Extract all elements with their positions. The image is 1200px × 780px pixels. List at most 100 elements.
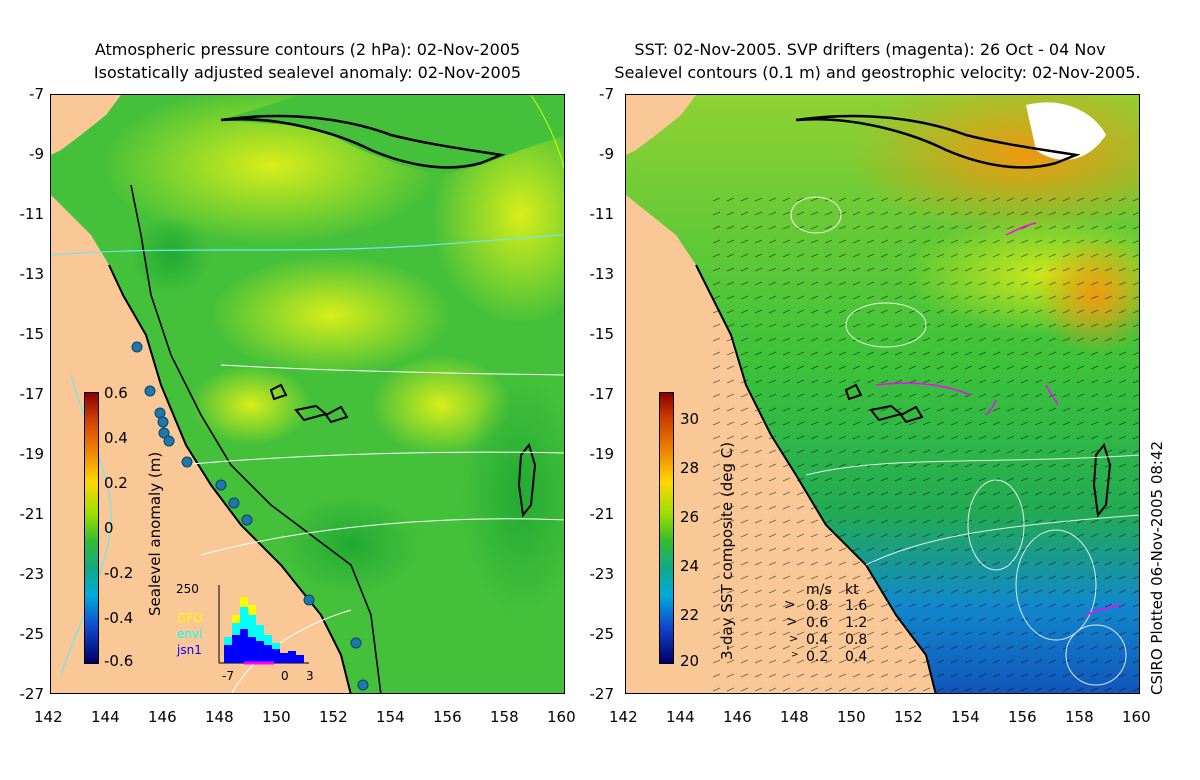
anomaly-high-central bbox=[211, 255, 451, 375]
inset-legend-envi: envi bbox=[177, 627, 203, 641]
pressure-contour-1 bbox=[530, 95, 564, 170]
inset-histogram bbox=[218, 585, 309, 665]
anomaly-low-west bbox=[131, 215, 211, 295]
velocity-key-ms: 0.6 bbox=[806, 615, 829, 631]
left-map bbox=[50, 94, 565, 694]
histogram-bars bbox=[224, 597, 304, 663]
cloud-mask bbox=[1026, 102, 1106, 160]
right-lon-tick: 148 bbox=[780, 708, 809, 726]
tide-gauge-stations bbox=[131, 341, 369, 691]
right-lon-tick: 158 bbox=[1065, 708, 1094, 726]
right-lon-tick: 152 bbox=[894, 708, 923, 726]
shelf-contour bbox=[130, 184, 382, 693]
right-lat-tick: -17 bbox=[589, 385, 615, 403]
velocity-key-kt: 0.4 bbox=[845, 649, 868, 665]
velocity-arrow-icon: > bbox=[791, 650, 799, 660]
queensland-coastline bbox=[108, 264, 352, 693]
geostrophic-velocity-field bbox=[706, 195, 1139, 693]
left-lon-tick: 150 bbox=[262, 708, 291, 726]
left-lon-tick: 160 bbox=[547, 708, 576, 726]
velocity-key-kt: 0.8 bbox=[845, 632, 868, 648]
left-lat-tick: -23 bbox=[19, 565, 45, 583]
left-lon-tick: 154 bbox=[376, 708, 405, 726]
velocity-key-header-kt: kt bbox=[845, 582, 859, 598]
left-lat-tick: -25 bbox=[19, 625, 45, 643]
anomaly-low-east bbox=[461, 375, 564, 615]
left-lon-tick: 156 bbox=[433, 708, 462, 726]
inset-legend-gfo: GFO bbox=[177, 611, 203, 625]
png-coastline bbox=[795, 114, 1081, 169]
right-lon-tick: 154 bbox=[951, 708, 980, 726]
left-lon-tick: 148 bbox=[205, 708, 234, 726]
sealevel-colorbar-tick: 0.2 bbox=[104, 474, 128, 492]
reef-southeast bbox=[1092, 442, 1112, 518]
velocity-key-ms: 0.8 bbox=[806, 598, 829, 614]
right-lat-tick: -9 bbox=[599, 145, 614, 163]
left-lon-tick: 152 bbox=[319, 708, 348, 726]
cape-york-north bbox=[626, 95, 696, 155]
right-lat-tick: -23 bbox=[589, 565, 615, 583]
reef-southeast bbox=[517, 442, 537, 518]
sealevel-colorbar-tick: -0.2 bbox=[104, 564, 134, 582]
cape-york-north bbox=[51, 95, 121, 155]
left-lat-tick: -11 bbox=[19, 205, 45, 223]
sst-colorbar-tick: 22 bbox=[680, 606, 700, 624]
svp-drifter-tracks bbox=[875, 222, 1122, 616]
csiro-credit: CSIRO Plotted 06-Nov-2005 08:42 bbox=[1148, 440, 1166, 695]
left-lon-tick: 146 bbox=[148, 708, 177, 726]
right-lat-tick: -7 bbox=[599, 85, 614, 103]
left-lat-tick: -19 bbox=[19, 445, 45, 463]
left-lon-tick: 142 bbox=[34, 708, 63, 726]
left-lat-tick: -17 bbox=[19, 385, 45, 403]
inset-ymax-label: 250 bbox=[176, 582, 199, 596]
left-lon-tick: 144 bbox=[91, 708, 120, 726]
australia-landmass bbox=[51, 95, 351, 693]
left-title-line1: Atmospheric pressure contours (2 hPa): 0… bbox=[94, 40, 521, 59]
velocity-key-ms: 0.4 bbox=[806, 632, 829, 648]
pressure-contour-3 bbox=[220, 364, 564, 376]
sealevel-colorbar-tick: 0.4 bbox=[104, 429, 128, 447]
velocity-arrow-icon: > bbox=[789, 632, 799, 645]
sst-colorbar-tick: 24 bbox=[680, 557, 700, 575]
sst-colorbar-label: 3-day SST composite (deg C) bbox=[718, 441, 736, 660]
left-title-line2: Isostatically adjusted sealevel anomaly:… bbox=[93, 63, 522, 82]
right-lon-tick: 144 bbox=[666, 708, 695, 726]
pressure-contour-5 bbox=[200, 518, 564, 556]
sealevel-colorbar-tick: -0.6 bbox=[104, 652, 134, 670]
right-lon-tick: 150 bbox=[837, 708, 866, 726]
velocity-key-ms: 0.2 bbox=[806, 649, 829, 665]
sealevel-anomaly-map bbox=[51, 95, 564, 693]
right-lat-tick: -13 bbox=[589, 265, 615, 283]
pressure-contour-4 bbox=[180, 451, 564, 466]
sst-colorbar-tick: 26 bbox=[680, 508, 700, 526]
left-lat-tick: -7 bbox=[29, 85, 44, 103]
left-lat-tick: -27 bbox=[19, 685, 45, 703]
velocity-key-kt: 1.2 bbox=[845, 615, 868, 631]
inset-legend-jsn1: jsn1 bbox=[177, 643, 202, 657]
velocity-key-header-ms: m/s bbox=[806, 582, 832, 598]
right-lat-tick: -27 bbox=[589, 685, 615, 703]
right-title-line2: Sealevel contours (0.1 m) and geostrophi… bbox=[614, 63, 1141, 82]
sst-colorbar-tick: 30 bbox=[680, 410, 700, 428]
coral-sea-reefs bbox=[269, 383, 349, 424]
right-lon-tick: 146 bbox=[723, 708, 752, 726]
sealevel-colorbar bbox=[84, 392, 99, 664]
right-title-line1: SST: 02-Nov-2005. SVP drifters (magenta)… bbox=[634, 40, 1106, 59]
inset-xtick: -7 bbox=[222, 669, 234, 683]
right-lon-tick: 156 bbox=[1008, 708, 1037, 726]
coral-sea-reefs bbox=[844, 383, 924, 424]
sealevel-colorbar-tick: -0.4 bbox=[104, 609, 134, 627]
inset-xtick: 0 bbox=[281, 669, 289, 683]
right-lat-tick: -15 bbox=[589, 325, 615, 343]
inset-xtick: 3 bbox=[306, 669, 314, 683]
australia-landmass bbox=[626, 95, 936, 693]
sealevel-colorbar-label: Sealevel anomaly (m) bbox=[146, 451, 164, 616]
right-lat-tick: -19 bbox=[589, 445, 615, 463]
left-lat-tick: -21 bbox=[19, 505, 45, 523]
sst-colorbar-tick: 28 bbox=[680, 459, 700, 477]
sealevel-contours bbox=[790, 196, 1139, 686]
right-map bbox=[625, 94, 1140, 694]
right-lat-tick: -11 bbox=[589, 205, 615, 223]
sealevel-colorbar-tick: 0 bbox=[104, 519, 114, 537]
pressure-contour-2 bbox=[51, 234, 564, 256]
